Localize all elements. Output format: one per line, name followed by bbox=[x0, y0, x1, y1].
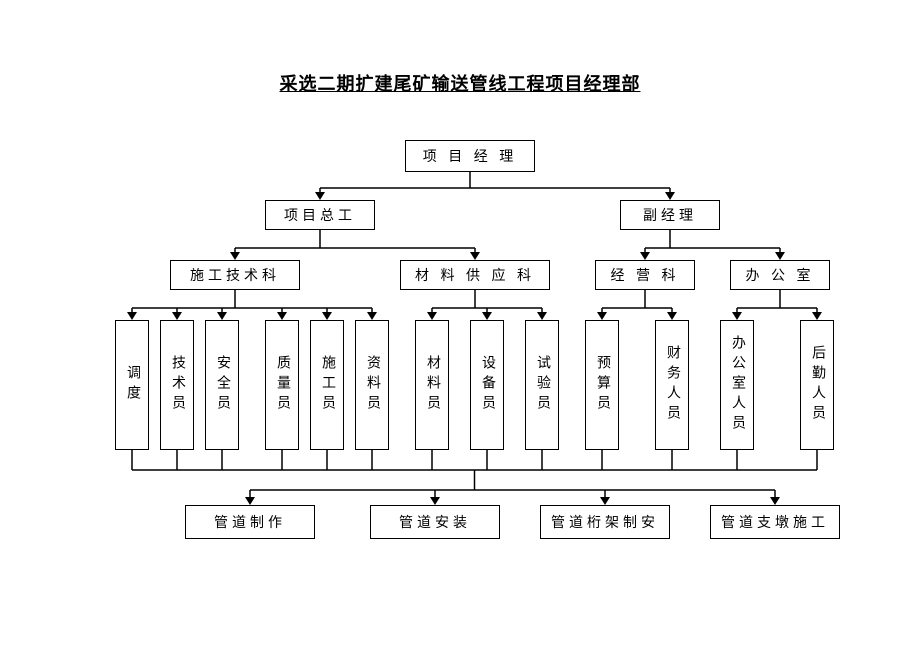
org-chart-page: 采选二期扩建尾矿输送管线工程项目经理部 项 目 经 理 项目总工 副经理 施工技… bbox=[0, 0, 920, 651]
connector-lines bbox=[0, 0, 920, 651]
